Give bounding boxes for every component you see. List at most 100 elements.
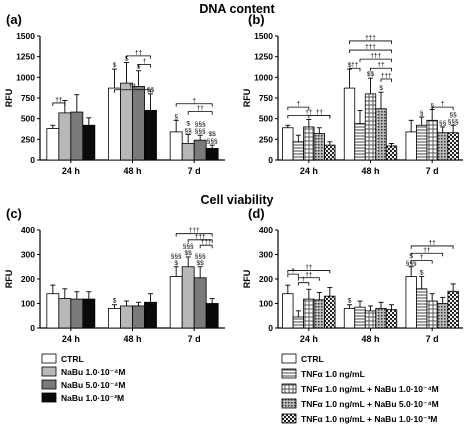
x-category-label: 7 d (426, 334, 439, 344)
bracket-label: †† (197, 105, 205, 112)
significance-marker: §§§ (195, 121, 206, 128)
bar (437, 303, 449, 329)
bar (70, 298, 84, 329)
significance-bracket (175, 103, 213, 107)
significance-marker: $ (348, 62, 352, 69)
y-tick-label: 300 (21, 250, 35, 260)
bracket-label: ††† (201, 239, 212, 246)
significance-bracket (287, 106, 310, 111)
bracket-label: ††† (365, 44, 376, 51)
bar (169, 276, 183, 329)
significance-bracket (114, 89, 151, 93)
y-axis-label: RFU (4, 270, 14, 289)
significance-marker: $ (420, 270, 424, 277)
bar (282, 293, 294, 329)
y-tick-label: 200 (259, 274, 273, 284)
bar (205, 148, 219, 161)
bracket-label: †† (423, 247, 431, 254)
x-category-label: 48 h (123, 334, 141, 344)
significance-bracket (52, 102, 66, 106)
significance-bracket (187, 239, 213, 243)
significance-marker: §§§ (171, 253, 182, 260)
bracket-label: ††† (370, 53, 381, 60)
legend-swatch (41, 379, 57, 390)
significance-marker: §§§ (195, 253, 206, 260)
y-tick-label: 750 (259, 93, 273, 103)
significance-bracket (308, 114, 331, 119)
y-tick-label: 1500 (16, 31, 35, 41)
y-tick-label: 1500 (254, 31, 273, 41)
bracket-label: †† (377, 62, 385, 69)
significance-marker: $ (186, 120, 190, 127)
bar (405, 276, 417, 329)
legend-swatch (41, 366, 57, 377)
significance-bracket (199, 244, 213, 249)
significance-marker: $$ (367, 71, 375, 78)
bar (205, 303, 219, 329)
legend-right: CTRL TNFα 1.0 ng/mL TNFα 1.0 ng/mL + NaBu … (281, 353, 439, 424)
significance-marker: $ (125, 55, 129, 62)
bar (181, 143, 195, 161)
significance-bracket (349, 40, 392, 44)
bracket-label: † (291, 268, 295, 275)
bar (169, 131, 183, 161)
bracket-label: †† (135, 49, 143, 56)
legend-label: NaBu 5.0·10⁻⁴M (61, 380, 125, 390)
y-tick-label: 1000 (254, 72, 273, 82)
y-axis-label: RFU (242, 89, 252, 108)
bar (82, 124, 96, 161)
legend-swatch (281, 383, 297, 394)
y-tick-label: 300 (259, 250, 273, 260)
bracket-label: † (302, 276, 306, 283)
bracket-label: †† (305, 264, 313, 271)
y-tick-label: 250 (259, 134, 273, 144)
bar (193, 277, 207, 329)
bracket-label: ††† (189, 227, 200, 234)
bar (70, 111, 84, 161)
bar (193, 139, 207, 161)
bracket-label: † (192, 97, 196, 104)
bar (375, 108, 387, 161)
bar (324, 144, 336, 161)
bar (385, 145, 398, 161)
significance-bracket (138, 64, 151, 68)
significance-bracket (287, 273, 299, 278)
panel-a: (a) 0 250 500 750 1000 1250 1500 RFU 24 h 48 h 7 d $… (4, 12, 225, 176)
legend-label: TNFα 1.0 ng/mL + NaBu 5.0·10⁻⁴M (301, 399, 439, 409)
legend-label: CTRL (301, 354, 324, 364)
x-category-label: 48 h (361, 334, 379, 344)
bar (58, 298, 72, 329)
bar (108, 307, 121, 329)
top-title: DNA content (199, 2, 275, 16)
bracket-label: †† (305, 109, 313, 116)
x-category-label: 24 h (300, 166, 318, 176)
x-category-label: 7 d (188, 166, 201, 176)
significance-marker: § (430, 103, 434, 110)
x-category-label: 48 h (123, 166, 141, 176)
x-category-label: 7 d (188, 334, 201, 344)
bar (416, 288, 428, 329)
bar (375, 307, 387, 329)
panel-label: (b) (248, 12, 265, 27)
y-tick-label: 0 (268, 323, 273, 333)
bar (46, 293, 60, 329)
bar (144, 301, 157, 329)
significance-marker: §§ (185, 127, 193, 134)
bracket-label: ††† (365, 34, 376, 41)
significance-marker: §§§ (448, 118, 459, 125)
bar (343, 87, 356, 161)
x-category-label: 24 h (62, 166, 80, 176)
significance-bracket (175, 233, 213, 237)
significance-marker: $ (113, 298, 117, 305)
significance-marker: $ (174, 260, 178, 267)
y-tick-label: 400 (259, 225, 273, 235)
y-tick-label: 100 (259, 299, 273, 309)
significance-marker: $ (113, 62, 117, 69)
bar (108, 87, 121, 161)
bar (132, 305, 145, 329)
y-tick-label: 0 (268, 155, 273, 165)
bar (82, 298, 96, 329)
bar (292, 316, 304, 329)
legend-swatch (281, 398, 297, 409)
